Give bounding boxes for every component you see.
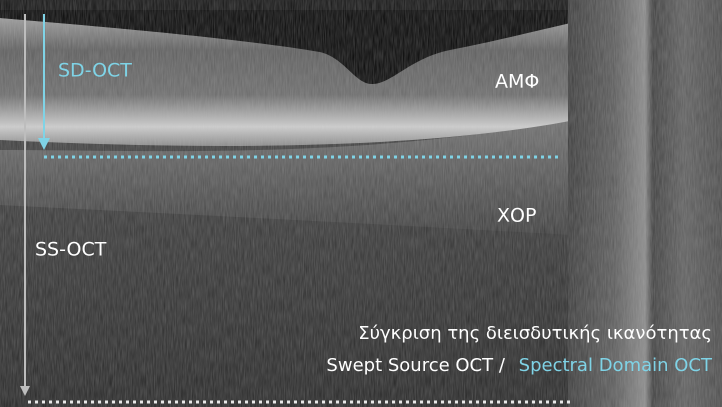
ss-oct-label: SS-OCT bbox=[35, 239, 107, 261]
oct-comparison: SD-OCT ΑΜΦ ΧΟΡ SS-OCT Σύγκριση της διεισ… bbox=[0, 0, 722, 407]
amf-label: ΑΜΦ bbox=[495, 71, 539, 93]
caption-white: Swept Source OCT / bbox=[326, 355, 505, 376]
caption-line2: Swept Source OCT / Spectral Domain OCT bbox=[326, 355, 713, 376]
caption-line1: Σύγκριση της διεισδυτικής ικανότητας bbox=[358, 323, 712, 344]
xop-label: ΧΟΡ bbox=[497, 205, 536, 227]
caption-cyan: Spectral Domain OCT bbox=[519, 355, 713, 376]
sd-oct-label: SD-OCT bbox=[58, 60, 132, 82]
